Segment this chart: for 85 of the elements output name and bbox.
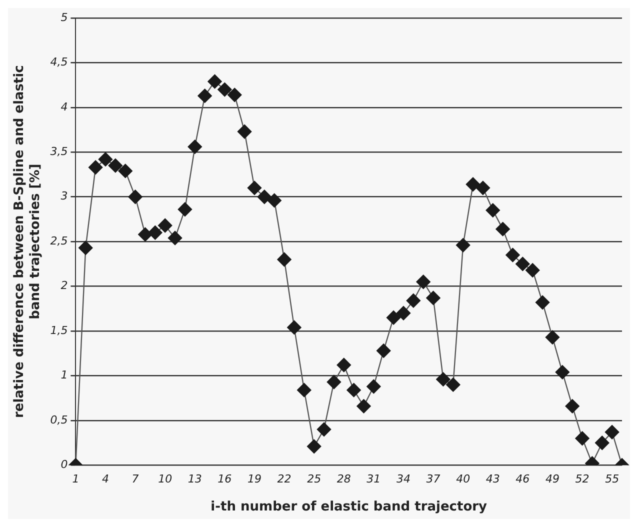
point (346, 382, 361, 398)
y-tick-label: 1 (60, 368, 68, 382)
point (575, 431, 590, 446)
point (188, 140, 202, 154)
point (98, 152, 113, 166)
y-tick-label: 1,5 (50, 324, 68, 337)
y-tick-label: 0 (60, 458, 68, 472)
point (336, 358, 351, 372)
point (486, 203, 500, 218)
point (535, 295, 550, 310)
point (366, 379, 381, 394)
point (416, 274, 430, 289)
x-tick-label: 46 (516, 472, 530, 486)
x-axis-title: i-th number of elastic band trajectory (210, 500, 488, 515)
point (516, 256, 530, 272)
y-tick-label: 3 (60, 190, 68, 203)
point (545, 330, 560, 344)
y-tick-label: 4 (60, 100, 68, 114)
y-tick-label: 3,5 (50, 145, 68, 158)
point (306, 439, 322, 454)
x-tick-label: 28 (336, 472, 351, 486)
point (228, 88, 242, 102)
point (506, 248, 520, 262)
point (446, 378, 460, 392)
point (218, 82, 232, 97)
point (148, 226, 162, 240)
point (595, 436, 610, 450)
point (436, 372, 450, 386)
point (267, 193, 282, 208)
x-tick-label: 19 (247, 472, 262, 486)
point (158, 218, 172, 233)
point (168, 230, 182, 246)
point (456, 238, 470, 252)
point (287, 320, 302, 335)
point (386, 310, 401, 325)
point (396, 306, 411, 320)
x-tick-label: 52 (575, 472, 590, 486)
point (297, 382, 312, 398)
point (198, 88, 212, 103)
point (565, 399, 580, 414)
x-tick-label: 55 (605, 472, 620, 486)
x-tick-label: 40 (456, 472, 470, 486)
point (118, 164, 132, 178)
point (257, 190, 272, 204)
x-tick-label: 13 (188, 472, 202, 486)
point (78, 240, 93, 255)
point (526, 263, 540, 278)
y-tick-label: 2 (60, 279, 68, 292)
point (376, 344, 391, 358)
point (426, 290, 440, 306)
x-tick-label: 37 (426, 472, 440, 486)
x-tick-label: 22 (277, 472, 292, 486)
point (476, 180, 490, 196)
point (496, 222, 510, 236)
y-axis-title: relative difference between B-Spline and elastic band trajectories [%] (12, 65, 43, 418)
point (208, 74, 222, 89)
point (88, 160, 103, 174)
x-tick-label: 34 (396, 472, 410, 486)
point (406, 294, 421, 308)
y-tick-label: 4,5 (50, 56, 68, 69)
x-tick-label: 10 (158, 472, 172, 486)
x-tick-label: 4 (102, 472, 109, 486)
point (326, 374, 342, 390)
point (178, 202, 192, 216)
x-tick-label: 31 (366, 472, 381, 486)
point (466, 177, 480, 192)
point (108, 158, 123, 173)
point (237, 124, 252, 139)
y-tick-label: 0,5 (50, 413, 68, 426)
x-tick-label: 16 (218, 472, 232, 486)
x-tick-label: 7 (132, 472, 139, 486)
point (128, 190, 142, 204)
point (247, 180, 262, 196)
x-tick-label: 43 (486, 472, 500, 486)
point (277, 252, 292, 267)
y-tick-label: 5 (60, 10, 68, 24)
point (555, 365, 570, 380)
point (604, 425, 620, 440)
y-tick-label: 2,5 (50, 234, 68, 248)
point (138, 227, 152, 242)
point (356, 399, 371, 414)
x-tick-label: 1 (72, 472, 80, 486)
x-tick-label: 49 (545, 472, 560, 486)
x-tick-label: 25 (307, 472, 322, 486)
point (316, 422, 332, 437)
